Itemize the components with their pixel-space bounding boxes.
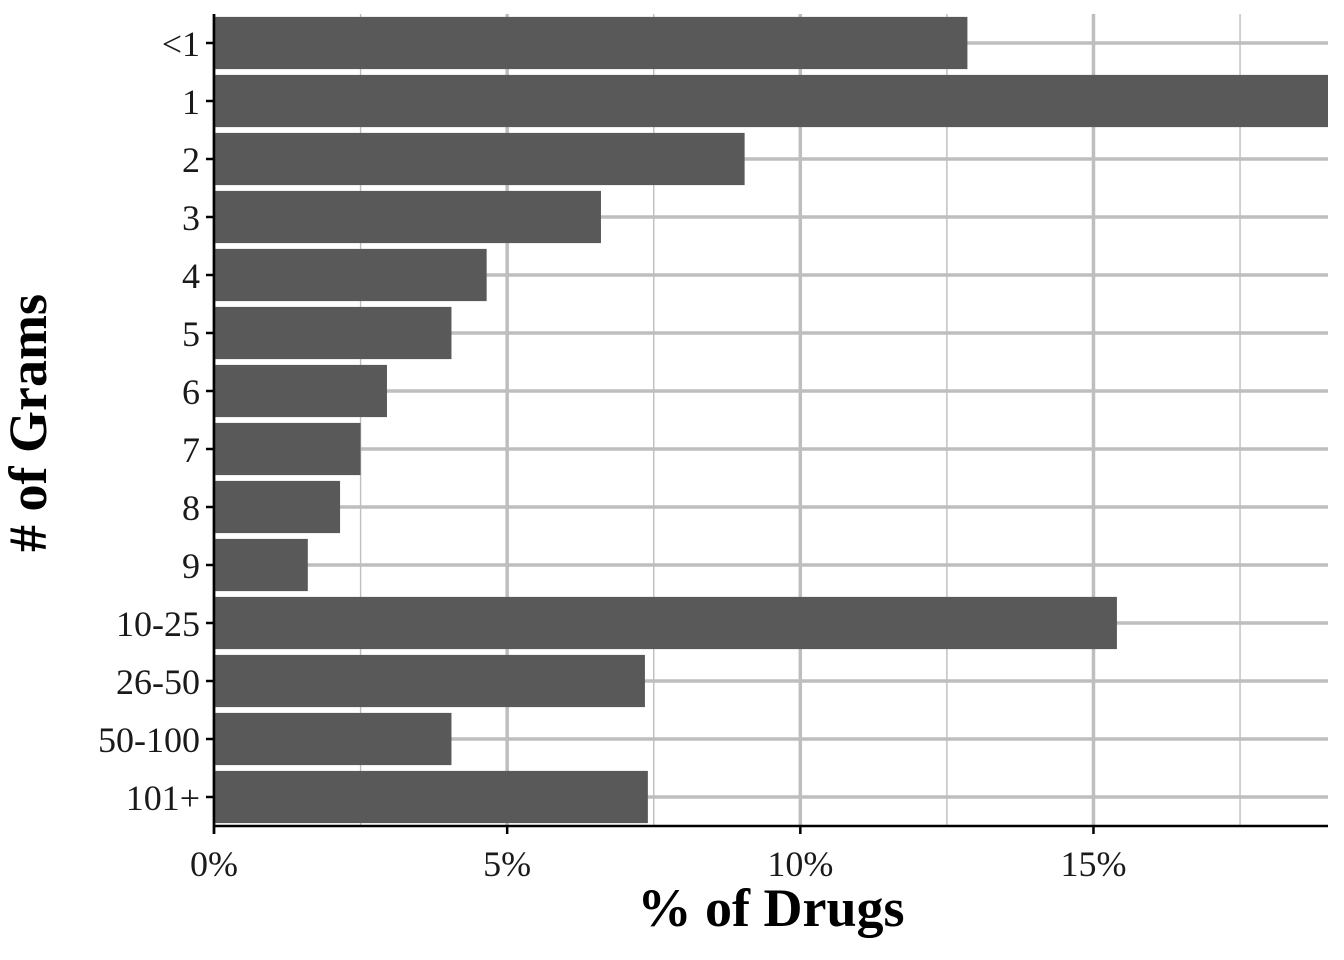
y-tick-label: 1	[182, 82, 200, 122]
y-tick-label: 101+	[126, 778, 200, 818]
x-tick-label: 5%	[483, 844, 531, 884]
y-tick-label: 9	[182, 546, 200, 586]
y-tick-label: 4	[182, 256, 200, 296]
x-tick-label: 15%	[1060, 844, 1126, 884]
bar	[214, 422, 361, 476]
bar	[214, 770, 648, 824]
y-axis-title: # of Grams	[0, 294, 58, 552]
y-tick-label: 7	[182, 430, 200, 470]
bar	[214, 712, 452, 766]
bar	[214, 16, 968, 70]
bar	[214, 596, 1117, 650]
bar	[214, 132, 745, 186]
y-tick-label: 8	[182, 488, 200, 528]
bar	[214, 538, 308, 592]
x-tick-label: 10%	[767, 844, 833, 884]
y-tick-label: 2	[182, 140, 200, 180]
y-tick-label: 10-25	[116, 604, 200, 644]
axes	[206, 14, 1328, 834]
y-tick-label: <1	[162, 24, 200, 64]
y-tick-label: 3	[182, 198, 200, 238]
x-tick-label: 0%	[190, 844, 238, 884]
bar	[214, 654, 645, 708]
y-tick-label: 26-50	[116, 662, 200, 702]
bar	[214, 480, 341, 534]
bar	[214, 364, 387, 418]
bar	[214, 248, 487, 302]
y-tick-label: 6	[182, 372, 200, 412]
y-tick-label: 50-100	[98, 720, 200, 760]
tick-labels: <1 1 2 3 4 5 6 7 8 9 10-25 26-50 50-100 101+ 0% 5% 10% 15…	[98, 24, 1126, 884]
y-tick-label: 5	[182, 314, 200, 354]
x-axis-title: % of Drugs	[638, 878, 905, 938]
bar	[214, 190, 601, 244]
bar	[214, 74, 1328, 128]
bar	[214, 306, 452, 360]
bars	[214, 16, 1328, 824]
